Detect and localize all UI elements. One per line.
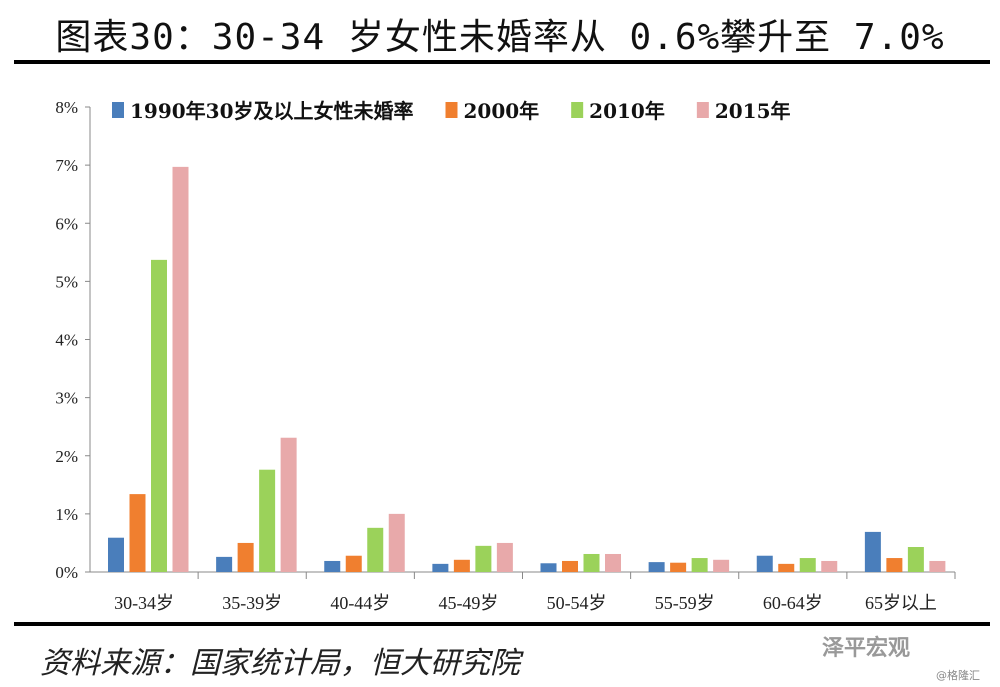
bar-2-6 [799, 558, 816, 572]
bar-2-2 [367, 527, 384, 572]
bar-2-3 [475, 545, 492, 572]
bar-3-5 [713, 559, 730, 572]
bar-2-1 [259, 469, 276, 572]
bar-3-3 [496, 542, 513, 572]
legend-label-2: 2010年 [589, 99, 665, 123]
y-tick-label: 1% [55, 505, 78, 524]
bar-3-7 [929, 560, 946, 572]
bar-2-5 [691, 558, 708, 572]
bar-0-7 [864, 531, 881, 572]
legend-label-0: 1990年30岁及以上女性未婚率 [130, 99, 414, 123]
bar-chart: 0% 1% 2% 3% 4% 5% 6% 7% 8% 30-34岁 35-39岁 40-44岁 45-4… [55, 98, 956, 613]
y-tick-label: 8% [55, 98, 78, 117]
bar-1-7 [886, 558, 903, 572]
bar-3-2 [388, 513, 405, 572]
bar-1-2 [345, 555, 362, 572]
x-tick-label: 45-49岁 [438, 593, 498, 613]
x-tick-label: 65岁以上 [865, 593, 937, 613]
y-tick-label: 5% [55, 272, 78, 291]
legend-swatch-0 [112, 102, 124, 118]
bar-2-0 [151, 259, 167, 572]
watermark-2: @格隆汇 [936, 669, 980, 682]
top-rule [14, 60, 990, 64]
y-tick-label: 2% [55, 447, 78, 466]
bar-0-2 [324, 560, 341, 572]
x-tick-label: 50-54岁 [547, 593, 607, 613]
bar-3-1 [280, 437, 297, 572]
chart-title: 图表30：30-34 岁女性未婚率从 0.6%攀升至 7.0% [55, 17, 945, 58]
bar-0-0 [108, 537, 124, 572]
bar-1-5 [670, 562, 687, 572]
bar-0-6 [756, 555, 773, 572]
y-tick-label: 7% [55, 156, 78, 175]
bar-0-5 [648, 562, 665, 572]
y-tick-label: 3% [55, 389, 78, 408]
bar-0-1 [216, 556, 233, 572]
legend-swatch-3 [696, 102, 709, 118]
bar-1-6 [778, 563, 795, 572]
bar-3-4 [605, 553, 621, 572]
bar-1-4 [562, 560, 578, 572]
bar-1-3 [453, 559, 470, 572]
bottom-rule [14, 622, 990, 626]
x-tick-label: 30-34岁 [114, 593, 174, 613]
x-tick-label: 60-64岁 [763, 593, 823, 613]
x-tick-label: 40-44岁 [330, 593, 390, 613]
bar-1-0 [129, 494, 146, 572]
legend-swatch-1 [445, 102, 458, 118]
x-tick-label: 55-59岁 [655, 593, 715, 613]
bar-1-1 [237, 542, 254, 572]
bar-3-6 [821, 560, 838, 572]
watermark: 泽平宏观 [822, 636, 911, 661]
legend-label-1: 2000年 [464, 99, 540, 123]
bar-3-0 [172, 166, 189, 572]
bar-0-3 [432, 563, 449, 572]
y-tick-label: 0% [55, 563, 78, 582]
legend-label-3: 2015年 [715, 99, 791, 123]
bar-2-7 [907, 547, 924, 572]
y-tick-label: 6% [55, 214, 78, 233]
x-tick-label: 35-39岁 [222, 593, 282, 613]
legend-swatch-2 [571, 102, 584, 118]
bar-0-4 [540, 563, 557, 572]
bar-2-4 [583, 553, 600, 572]
source-note: 资料来源：国家统计局，恒大研究院 [40, 646, 520, 681]
y-tick-label: 4% [55, 331, 78, 350]
